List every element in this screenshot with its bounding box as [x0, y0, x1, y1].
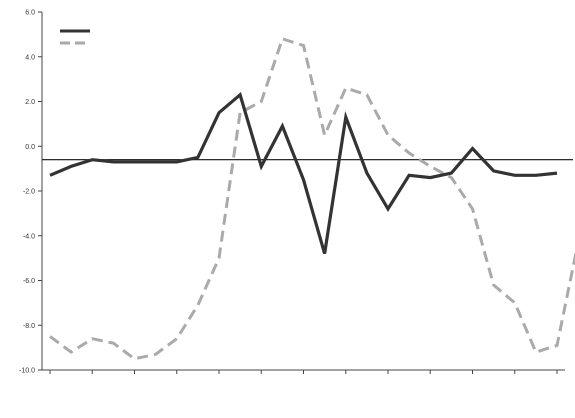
series-lines — [49, 36, 575, 361]
y-tick-label: -8.0 — [23, 323, 35, 330]
axes: -10.0 -8.0 -6.0 -4.0 -2.0 0.0 2.0 4.0 6.0 — [19, 10, 565, 375]
y-tick-label: -2.0 — [23, 189, 35, 196]
y-tick-label: -4.0 — [23, 233, 35, 240]
y-tick-label: 0.0 — [25, 144, 35, 151]
y-tick-label: 6.0 — [25, 10, 35, 17]
legend — [60, 29, 90, 45]
series-line-2 — [49, 36, 575, 361]
y-tick-label: -6.0 — [23, 278, 35, 285]
y-tick-label: 2.0 — [25, 99, 35, 106]
series-line-1 — [49, 91, 558, 255]
y-tick-label: 4.0 — [25, 54, 35, 61]
y-tick-label: -10.0 — [19, 368, 35, 375]
